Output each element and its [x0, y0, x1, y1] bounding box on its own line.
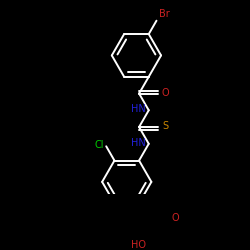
Text: HO: HO [131, 240, 146, 250]
Text: Br: Br [159, 9, 170, 19]
Text: Cl: Cl [94, 140, 104, 150]
Text: O: O [172, 213, 179, 223]
Text: S: S [162, 121, 168, 131]
Text: HN: HN [131, 104, 146, 115]
Text: O: O [162, 88, 170, 98]
Text: HN: HN [131, 138, 146, 148]
